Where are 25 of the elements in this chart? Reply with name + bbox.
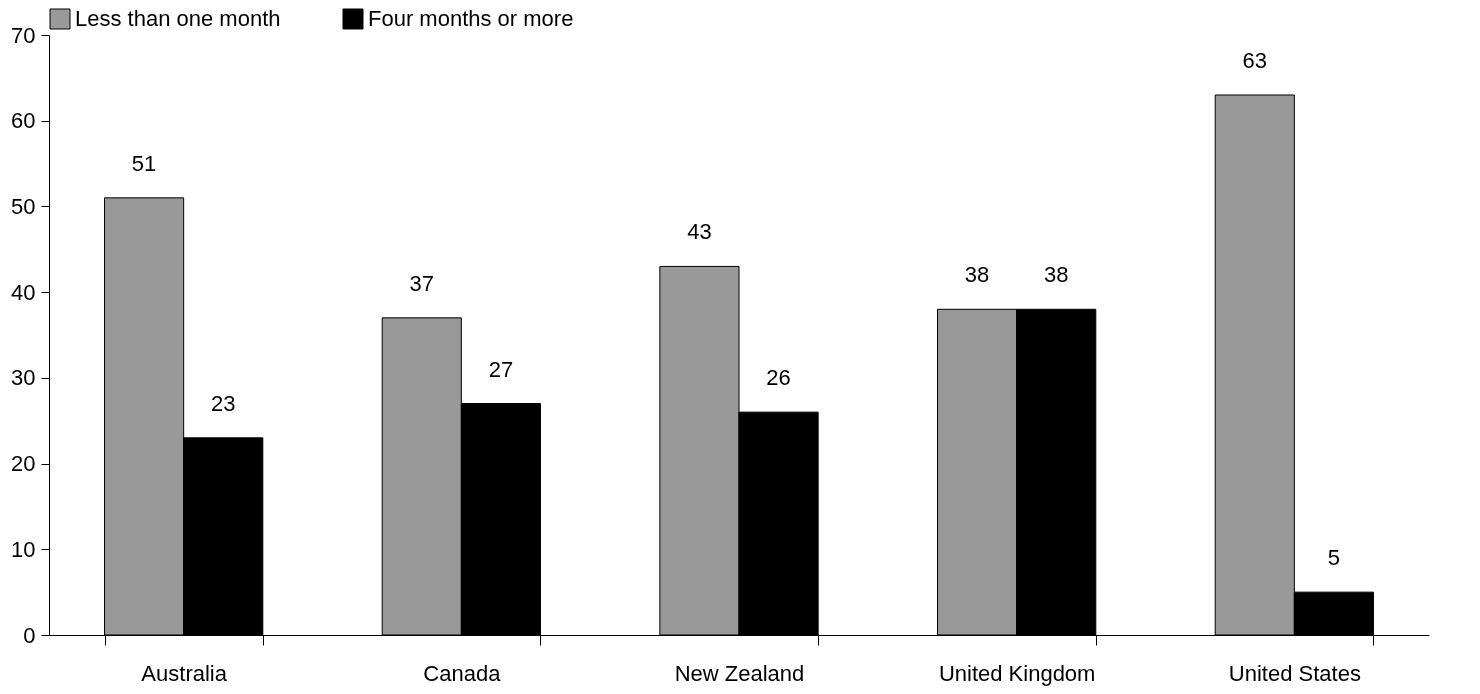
data-label: 43 [687, 219, 712, 245]
y-tick-label: 40 [11, 279, 36, 305]
data-label: 63 [1242, 48, 1268, 73]
y-tick-label: 30 [11, 365, 36, 391]
y-tick-label: 20 [11, 451, 36, 477]
data-label: 51 [131, 150, 157, 176]
data-label: 23 [210, 390, 236, 416]
x-tick-label: United Kingdom [938, 660, 1096, 686]
y-tick-label: 60 [11, 108, 36, 134]
x-tick-label: Canada [423, 660, 502, 686]
data-label: 5 [1327, 545, 1341, 571]
data-label: 38 [1043, 262, 1069, 288]
y-tick-label: 50 [11, 193, 36, 219]
legend-label: Four months or more [368, 6, 574, 31]
y-tick-label: 10 [11, 536, 36, 562]
data-label: 26 [766, 365, 791, 391]
x-tick-label: New Zealand [674, 660, 805, 686]
x-tick-label: United States [1228, 660, 1361, 686]
data-label: 38 [964, 262, 990, 288]
legend-label: Less than one month [75, 6, 281, 31]
y-tick-label: 0 [23, 622, 36, 648]
data-label: 37 [409, 270, 435, 296]
x-tick-label: Australia [141, 660, 228, 686]
y-tick-label: 70 [11, 22, 36, 48]
data-label: 27 [488, 356, 514, 382]
